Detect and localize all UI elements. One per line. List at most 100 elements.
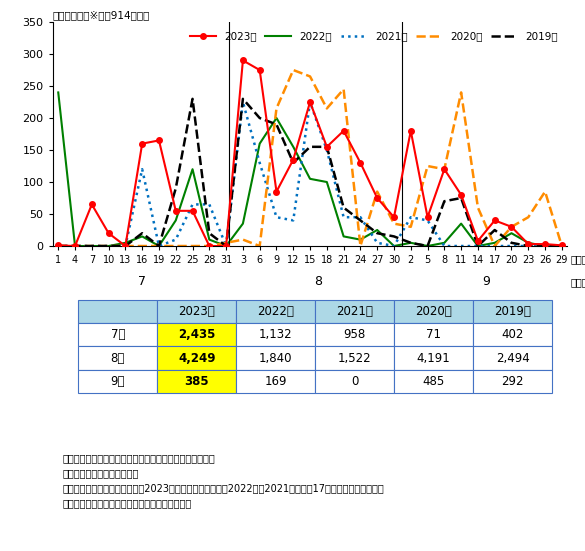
Text: 9月: 9月 xyxy=(111,375,125,387)
2019年 xyxy=(457,195,464,201)
FancyBboxPatch shape xyxy=(157,347,236,370)
2019年 xyxy=(256,115,263,121)
2019年 xyxy=(424,242,431,249)
2021年 xyxy=(407,214,414,220)
2020年 xyxy=(206,242,213,249)
Line: 2023年: 2023年 xyxy=(56,58,565,249)
2020年 xyxy=(340,86,347,93)
Text: 169: 169 xyxy=(264,375,287,387)
Text: 485: 485 xyxy=(422,375,445,387)
2021年 xyxy=(55,242,62,249)
2022年 xyxy=(374,226,381,233)
Text: 9: 9 xyxy=(483,275,490,288)
FancyBboxPatch shape xyxy=(473,300,552,323)
2019年 xyxy=(491,226,498,233)
2023年 xyxy=(105,230,112,236)
2019年 xyxy=(273,121,280,128)
2019年 xyxy=(407,240,414,246)
2019年 xyxy=(71,242,78,249)
2020年 xyxy=(558,242,565,249)
FancyBboxPatch shape xyxy=(236,370,315,393)
2020年 xyxy=(407,224,414,230)
FancyBboxPatch shape xyxy=(315,370,394,393)
2021年 xyxy=(441,242,448,249)
FancyBboxPatch shape xyxy=(78,323,157,347)
2021年 xyxy=(156,242,163,249)
2021年 xyxy=(307,99,314,105)
2023年 xyxy=(239,57,246,64)
Text: 292: 292 xyxy=(501,375,524,387)
Text: （日）: （日） xyxy=(570,253,585,264)
Text: 2022年: 2022年 xyxy=(257,305,294,318)
Text: 1,522: 1,522 xyxy=(338,352,371,365)
2020年 xyxy=(55,242,62,249)
2022年 xyxy=(156,242,163,249)
2020年 xyxy=(88,242,95,249)
2021年 xyxy=(457,242,464,249)
2022年 xyxy=(424,242,431,249)
2021年 xyxy=(508,242,515,249)
FancyBboxPatch shape xyxy=(157,323,236,347)
2020年 xyxy=(542,188,549,195)
2022年 xyxy=(290,143,297,150)
2020年 xyxy=(374,188,381,195)
2023年 xyxy=(206,242,213,249)
FancyBboxPatch shape xyxy=(315,347,394,370)
2020年 xyxy=(525,214,532,220)
Text: 1,840: 1,840 xyxy=(259,352,292,365)
2021年 xyxy=(474,242,481,249)
2023年 xyxy=(374,195,381,201)
Text: 1,132: 1,132 xyxy=(259,328,292,342)
2022年 xyxy=(525,240,532,246)
2020年 xyxy=(239,236,246,243)
2021年 xyxy=(290,217,297,224)
2020年 xyxy=(307,73,314,80)
2022年 xyxy=(189,166,196,172)
2022年 xyxy=(223,242,230,249)
2022年 xyxy=(407,240,414,246)
FancyBboxPatch shape xyxy=(236,323,315,347)
FancyBboxPatch shape xyxy=(473,370,552,393)
2020年 xyxy=(273,105,280,112)
2023年 xyxy=(256,67,263,73)
2020年 xyxy=(172,242,179,249)
Text: （月）: （月） xyxy=(570,277,585,287)
2020年 xyxy=(424,163,431,169)
2021年 xyxy=(390,242,397,249)
FancyBboxPatch shape xyxy=(236,347,315,370)
2021年 xyxy=(357,214,364,220)
Text: 402: 402 xyxy=(501,328,524,342)
Text: 7: 7 xyxy=(138,275,146,288)
2019年 xyxy=(474,242,481,249)
2019年 xyxy=(441,198,448,204)
2023年 xyxy=(525,241,532,247)
FancyBboxPatch shape xyxy=(473,347,552,370)
2019年 xyxy=(558,242,565,249)
Text: 2023年: 2023年 xyxy=(178,305,215,318)
2020年 xyxy=(324,105,331,112)
Text: 2019年: 2019年 xyxy=(494,305,531,318)
2019年 xyxy=(172,185,179,192)
2021年 xyxy=(172,236,179,243)
Text: 958: 958 xyxy=(343,328,366,342)
2022年 xyxy=(256,141,263,147)
FancyBboxPatch shape xyxy=(157,300,236,323)
2022年 xyxy=(206,236,213,243)
Line: 2021年: 2021年 xyxy=(58,102,562,246)
2023年 xyxy=(424,214,431,220)
2022年 xyxy=(139,233,146,240)
2021年 xyxy=(424,217,431,224)
FancyBboxPatch shape xyxy=(157,370,236,393)
Line: 2020年: 2020年 xyxy=(58,70,562,246)
FancyBboxPatch shape xyxy=(315,300,394,323)
2023年 xyxy=(55,242,62,249)
Text: （備考）１．気象庁及び環境省ＨＰ公表資料により作成。
　　　　２．表の値は累計。
　　　　３．地域数について、2023年は当日５時の発表、2022年と2021年: （備考）１．気象庁及び環境省ＨＰ公表資料により作成。 ２．表の値は累計。 ３．地… xyxy=(63,453,385,508)
2022年 xyxy=(88,242,95,249)
2022年 xyxy=(71,242,78,249)
2023年 xyxy=(457,192,464,198)
2020年 xyxy=(122,242,129,249)
2019年 xyxy=(156,242,163,249)
Text: （観測地域数※全国914地点）: （観測地域数※全国914地点） xyxy=(53,10,150,20)
FancyBboxPatch shape xyxy=(394,323,473,347)
FancyBboxPatch shape xyxy=(236,300,315,323)
